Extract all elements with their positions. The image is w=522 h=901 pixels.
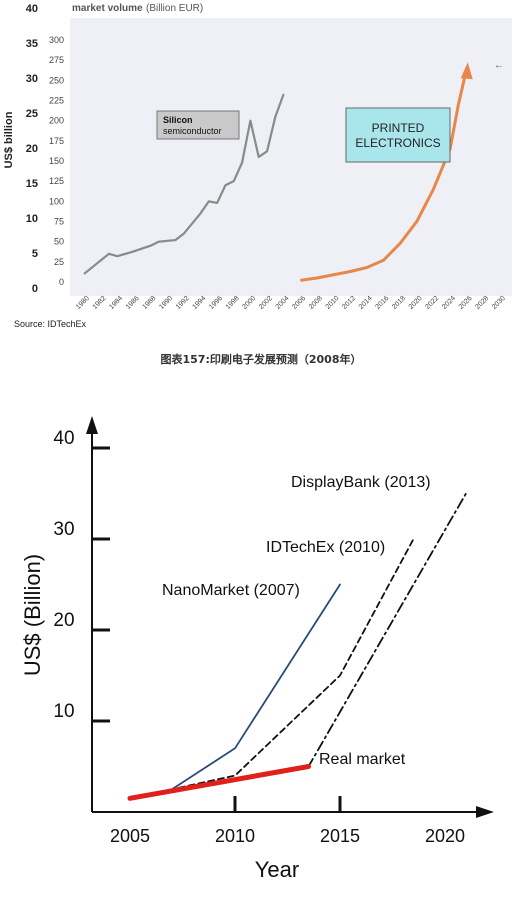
x-tick-label: 1980 (75, 295, 91, 311)
printed-label-line1: PRINTED (372, 121, 425, 135)
y-axis-label: US$ (Billion) (20, 554, 45, 676)
y-usd-tick-label: 25 (26, 108, 38, 120)
x-tick-label: 1994 (191, 295, 207, 311)
x-tick-label: 1986 (125, 295, 141, 311)
x-tick-label: 1990 (158, 295, 174, 311)
y-eur-tick-label: 0 (59, 277, 64, 287)
x-tick-label: 1988 (142, 295, 158, 311)
x-tick-label: 2006 (291, 295, 307, 311)
y-ticks: 10 20 30 40 (53, 428, 110, 723)
series-line-silicon (83, 93, 285, 275)
chart-subtitle: (Billion EUR) (146, 3, 203, 14)
x-tick-label: 2000 (241, 295, 257, 311)
x-tick-label: 1992 (175, 295, 191, 311)
y-usd-tick-label: 40 (26, 3, 38, 15)
y-tick-label: 40 (53, 428, 74, 449)
silicon-label-line1: Silicon (163, 115, 193, 125)
market-volume-chart: market volume (Billion EUR) US$ billion … (3, 3, 512, 329)
y-usd-tick-label: 10 (26, 213, 38, 225)
y-eur-tick-label: 50 (54, 237, 64, 247)
x-tick-label: 2014 (358, 295, 374, 311)
y-usd-ticks: 0 5 10 15 20 25 30 35 40 (26, 3, 38, 295)
x-tick-label: 2030 (491, 295, 507, 311)
y-eur-tick-label: 75 (54, 217, 64, 227)
y-tick-label: 20 (53, 610, 74, 631)
silicon-label-box (156, 110, 240, 140)
series-label-nanomarket: NanoMarket (2007) (162, 582, 300, 599)
printed-arrowhead-icon (460, 62, 473, 80)
x-tick-label: 2028 (474, 295, 490, 311)
series-label-real-market: Real market (319, 751, 406, 768)
x-tick-label: 2022 (424, 295, 440, 311)
market-volume-figure: market volume (Billion EUR) US$ billion … (0, 0, 522, 345)
x-tick-label: 1982 (92, 295, 108, 311)
series-line-printed (300, 67, 469, 282)
series-line-real-market (127, 764, 311, 801)
x-tick-label: 2008 (308, 295, 324, 311)
y-eur-tick-label: 275 (49, 55, 64, 65)
x-tick-label: 1984 (108, 295, 124, 311)
series-lines (127, 492, 467, 801)
x-tick-label: 2010 (215, 826, 255, 846)
x-tick-label: 2016 (374, 295, 390, 311)
silicon-label-line2: semiconductor (163, 126, 222, 136)
x-axis (92, 806, 494, 818)
y-usd-tick-label: 20 (26, 143, 38, 155)
x-tick-label: 2026 (458, 295, 474, 311)
x-tick-label: 2012 (341, 295, 357, 311)
x-tick-label: 2018 (391, 295, 407, 311)
y-tick-label: 30 (53, 519, 74, 540)
arrow-mark-icon: ← (494, 60, 504, 71)
y-usd-tick-label: 30 (26, 73, 38, 85)
chart-title: market volume (72, 3, 143, 14)
y-axis-label: US$ billion (3, 111, 15, 168)
x-tick-label: 1998 (225, 295, 241, 311)
y-eur-tick-label: 25 (54, 257, 64, 267)
y-eur-tick-label: 100 (49, 196, 64, 206)
y-eur-tick-label: 175 (49, 136, 64, 146)
x-tick-label: 2024 (441, 295, 457, 311)
x-tick-label: 2020 (425, 826, 465, 846)
x-tick-label: 2002 (258, 295, 274, 311)
figure-caption: 图表157:印刷电子发展预测（2008年） (160, 353, 362, 366)
series-lines (83, 62, 473, 282)
x-ticks: 2005 2010 2015 2020 (110, 796, 465, 846)
source-note: Source: IDTechEx (14, 319, 87, 329)
x-axis-label: Year (255, 857, 299, 882)
y-eur-tick-label: 150 (49, 156, 64, 166)
x-tick-label: 2005 (110, 826, 150, 846)
y-tick-label: 10 (53, 701, 74, 722)
printed-label-line2: ELECTRONICS (355, 136, 440, 150)
x-tick-label: 2010 (325, 295, 341, 311)
x-tick-label: 2020 (408, 295, 424, 311)
y-eur-tick-label: 250 (49, 75, 64, 85)
x-ticks: 1980 1982 1984 1986 1988 1990 1992 1994 1996 1998… (75, 295, 507, 311)
series-label-idtechex: IDTechEx (2010) (266, 539, 385, 556)
printed-label-box (345, 107, 451, 163)
x-tick-label: 2015 (320, 826, 360, 846)
x-tick-label: 1996 (208, 295, 224, 311)
y-eur-tick-label: 300 (49, 35, 64, 45)
y-usd-tick-label: 35 (26, 38, 38, 50)
y-eur-ticks: 0 25 50 75 100 125 150 175 200 225 250 275 300 (49, 35, 64, 287)
forecast-figure: 10 20 30 40 2005 2010 2015 2020 US$ (Billion) … (0, 390, 522, 896)
y-eur-tick-label: 200 (49, 116, 64, 126)
series-label-displaybank: DisplayBank (2013) (291, 474, 431, 491)
x-tick-label: 2004 (275, 295, 291, 311)
y-eur-tick-label: 225 (49, 96, 64, 106)
y-usd-tick-label: 15 (26, 178, 38, 190)
y-axis (86, 416, 98, 812)
y-usd-tick-label: 5 (32, 248, 38, 260)
y-usd-tick-label: 0 (32, 283, 38, 295)
y-eur-tick-label: 125 (49, 176, 64, 186)
